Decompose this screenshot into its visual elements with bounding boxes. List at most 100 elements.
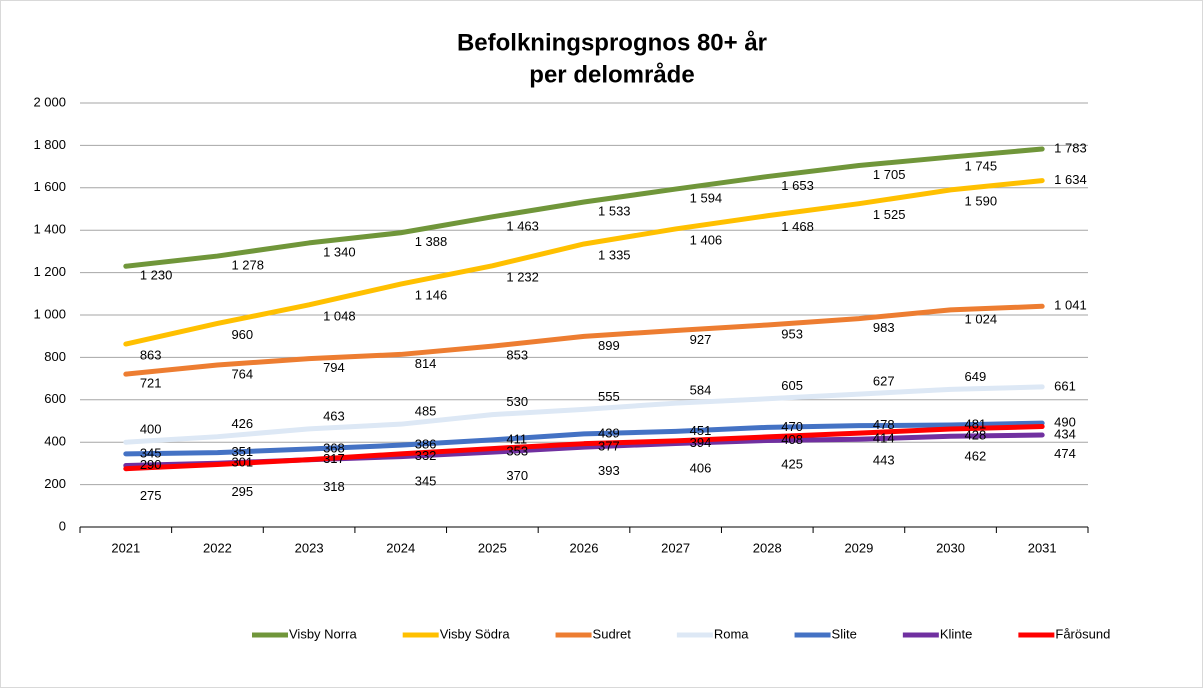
data-label: 318 (323, 479, 345, 494)
y-tick-label: 800 (44, 349, 66, 364)
x-tick-label: 2029 (844, 540, 873, 555)
data-label: 462 (965, 448, 987, 463)
data-label: 1 146 (415, 287, 448, 302)
series-line (123, 303, 1045, 377)
data-label: 393 (598, 463, 620, 478)
x-tick-label: 2031 (1028, 540, 1057, 555)
y-tick-label: 0 (59, 518, 66, 533)
data-label: 332 (415, 448, 437, 463)
data-label: 1 745 (965, 158, 998, 173)
data-label: 408 (781, 432, 803, 447)
data-label: 400 (140, 422, 162, 437)
x-tick-label: 2026 (570, 540, 599, 555)
data-label: 434 (1054, 426, 1076, 441)
y-tick-label: 400 (44, 434, 66, 449)
data-label: 351 (231, 444, 253, 459)
data-label: 474 (1054, 446, 1076, 461)
data-label: 1 041 (1054, 298, 1087, 313)
series-line (123, 420, 1045, 457)
data-label: 661 (1054, 378, 1076, 393)
series-line (123, 178, 1045, 347)
data-label: 353 (506, 444, 528, 459)
data-label: 377 (598, 439, 620, 454)
legend-label: Visby Södra (440, 626, 511, 641)
data-label: 478 (873, 417, 895, 432)
data-label: 411 (506, 431, 527, 446)
data-label: 414 (873, 431, 895, 446)
y-tick-label: 1 600 (33, 179, 66, 194)
data-label: 1 340 (323, 244, 356, 259)
data-label: 275 (140, 488, 162, 503)
data-label: 1 024 (965, 311, 998, 326)
y-tick-label: 1 400 (33, 222, 66, 237)
data-label: 1 048 (323, 308, 356, 323)
data-label: 394 (690, 435, 712, 450)
data-label: 345 (140, 445, 162, 460)
data-label: 425 (781, 456, 803, 471)
data-label: 481 (965, 416, 987, 431)
data-label: 627 (873, 374, 895, 389)
y-tick-label: 1 000 (33, 306, 66, 321)
data-label: 794 (323, 360, 345, 375)
data-label: 368 (323, 440, 345, 455)
data-label: 1 525 (873, 207, 906, 222)
data-label: 584 (690, 383, 712, 398)
y-tick-label: 600 (44, 391, 66, 406)
data-label: 406 (690, 460, 712, 475)
data-label: 301 (231, 455, 253, 470)
series-line (123, 146, 1045, 269)
data-label: 1 468 (781, 219, 814, 234)
data-label: 1 533 (598, 203, 631, 218)
series-line (123, 424, 1045, 472)
data-label: 490 (1054, 415, 1076, 430)
x-tick-label: 2025 (478, 540, 507, 555)
x-tick-label: 2021 (111, 540, 140, 555)
data-label: 1 634 (1054, 172, 1087, 187)
x-tick-label: 2028 (753, 540, 782, 555)
data-label: 1 653 (781, 178, 814, 193)
legend-label: Fårösund (1055, 626, 1110, 641)
data-label: 370 (506, 468, 528, 483)
data-label: 649 (965, 369, 987, 384)
legend-label: Visby Norra (289, 626, 357, 641)
data-label: 345 (415, 473, 437, 488)
data-label: 555 (598, 389, 620, 404)
legend-label: Roma (714, 626, 749, 641)
data-label: 1 278 (231, 258, 264, 273)
data-label: 1 232 (506, 269, 539, 284)
x-tick-label: 2024 (386, 540, 415, 555)
y-tick-label: 2 000 (33, 94, 66, 109)
data-label: 1 335 (598, 247, 631, 262)
y-tick-label: 1 800 (33, 137, 66, 152)
data-label: 295 (231, 484, 253, 499)
data-label: 953 (781, 326, 803, 341)
data-label: 1 406 (690, 232, 723, 247)
data-label: 428 (965, 428, 987, 443)
data-label: 960 (231, 327, 253, 342)
data-label: 605 (781, 378, 803, 393)
data-label: 485 (415, 404, 437, 419)
data-label: 443 (873, 453, 895, 468)
data-label: 983 (873, 320, 895, 335)
data-label: 290 (140, 457, 162, 472)
data-label: 386 (415, 437, 437, 452)
x-tick-label: 2030 (936, 540, 965, 555)
data-label: 1 230 (140, 268, 173, 283)
data-label: 863 (140, 347, 162, 362)
data-label: 899 (598, 338, 620, 353)
data-label: 451 (690, 423, 712, 438)
data-label: 1 590 (965, 193, 998, 208)
data-label: 439 (598, 425, 620, 440)
legend-label: Klinte (940, 626, 973, 641)
data-label: 530 (506, 394, 528, 409)
x-tick-label: 2022 (203, 540, 232, 555)
chart-title: per delområde (529, 61, 694, 88)
data-label: 927 (690, 332, 712, 347)
legend-label: Slite (832, 626, 857, 641)
y-tick-label: 200 (44, 476, 66, 491)
data-label: 814 (415, 356, 437, 371)
data-label: 1 388 (415, 234, 448, 249)
data-label: 470 (781, 419, 803, 434)
y-tick-label: 1 200 (33, 264, 66, 279)
